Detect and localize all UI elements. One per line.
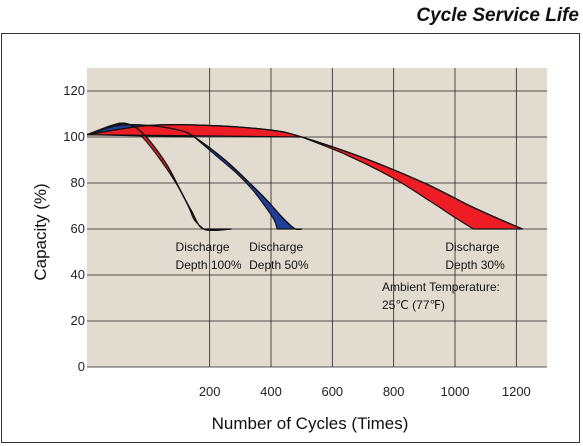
annotation-line-1: Ambient Temperature:: [382, 280, 500, 294]
x-tick-label: 400: [260, 384, 282, 399]
x-tick-label: 1200: [502, 384, 531, 399]
series-label-1-line-2: Depth 100%: [176, 258, 242, 272]
grid-lines: [87, 68, 547, 368]
chart-canvas: 200 400 600 800 1000 1200 0 20 40 60 80 100 120 Disc…: [31, 68, 547, 433]
y-tick-label: 20: [71, 313, 85, 328]
chart-frame: 200 400 600 800 1000 1200 0 20 40 60 80 100 120 Disc…: [1, 33, 580, 443]
y-axis-label: Capacity (%): [31, 183, 50, 280]
y-tick-label: 80: [71, 175, 85, 190]
series-label-1-line-1: Discharge: [176, 240, 230, 254]
series-label-2-line-1: Discharge: [249, 240, 303, 254]
series-label-2-line-2: Depth 50%: [249, 258, 309, 272]
x-tick-label: 800: [383, 384, 405, 399]
y-tick-label: 0: [78, 359, 85, 374]
series-label-3-line-1: Discharge: [445, 240, 499, 254]
y-tick-label: 120: [63, 83, 85, 98]
series-label-3-line-2: Depth 30%: [445, 258, 505, 272]
series-curve-1: [87, 122, 232, 231]
x-tick-label: 600: [321, 384, 343, 399]
x-tick-label: 200: [199, 384, 221, 399]
series-curve-3: [87, 123, 523, 230]
x-axis-label: Number of Cycles (Times): [212, 414, 409, 433]
tick-labels: 200 400 600 800 1000 1200 0 20 40 60 80 100 120: [63, 83, 530, 399]
series-labels: Discharge Depth 100% Discharge Depth 50% Dis…: [176, 240, 506, 272]
series-areas: [87, 122, 524, 231]
x-tick-label: 1000: [441, 384, 470, 399]
y-tick-label: 100: [63, 129, 85, 144]
annotation-line-2: 25℃ (77℉): [382, 298, 445, 312]
y-tick-label: 40: [71, 267, 85, 282]
chart-title: Cycle Service Life: [416, 5, 579, 26]
y-tick-label: 60: [71, 221, 85, 236]
